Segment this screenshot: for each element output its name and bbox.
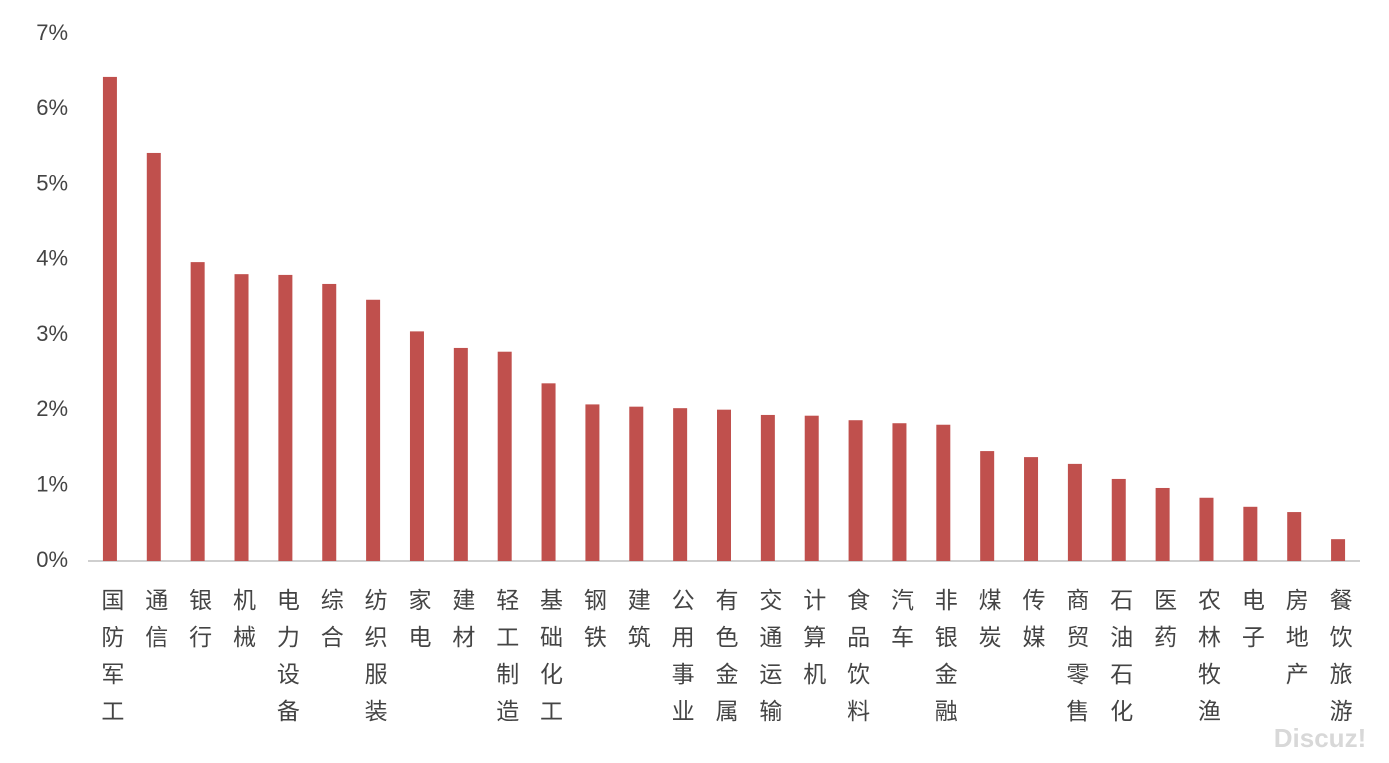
x-tick-label: 房地产 [1281, 588, 1309, 699]
x-tick-label: 家电 [404, 588, 431, 662]
x-tick-label: 公用事业 [667, 588, 695, 736]
bar [497, 351, 512, 561]
bar [1287, 512, 1302, 561]
bar [409, 331, 424, 561]
y-tick-label: 0% [36, 547, 68, 572]
watermark: Discuz! [1274, 723, 1366, 753]
bar [1331, 539, 1346, 561]
y-tick-label: 6% [36, 95, 68, 120]
x-tick-label: 交通运输 [755, 588, 783, 736]
bar [980, 451, 995, 561]
bar [1067, 463, 1082, 561]
x-tick-label: 食品饮料 [843, 588, 871, 736]
x-tick-label: 机械 [229, 588, 257, 662]
x-tick-label: 传媒 [1018, 588, 1046, 662]
bar [673, 408, 688, 561]
y-tick-label: 3% [36, 321, 68, 346]
x-tick-label: 电子 [1237, 588, 1264, 662]
bar [453, 347, 468, 561]
bar [1111, 478, 1126, 561]
bar [278, 274, 293, 561]
x-tick-label: 通信 [141, 588, 169, 662]
x-tick-label: 纺织服装 [360, 588, 388, 736]
bar [848, 420, 863, 561]
bar [760, 414, 775, 561]
x-tick-label: 有色金属 [711, 588, 739, 736]
bar [102, 76, 117, 562]
bar [585, 404, 600, 561]
bar [1155, 487, 1170, 561]
x-tick-label: 建材 [448, 588, 476, 662]
bar [936, 424, 951, 561]
y-tick-label: 7% [36, 20, 68, 45]
x-tick-label: 非银金融 [930, 588, 958, 736]
x-tick-label: 基础化工 [536, 588, 564, 736]
bar [717, 409, 731, 561]
x-tick-label: 银行 [185, 588, 213, 662]
x-tick-label: 国防军工 [97, 588, 124, 736]
y-tick-label: 5% [36, 170, 68, 195]
bar [1199, 497, 1214, 561]
x-tick-label: 汽车 [886, 588, 914, 662]
bar [541, 383, 556, 561]
x-tick-label: 综合 [316, 588, 344, 662]
x-tick-label: 石油石化 [1106, 588, 1134, 736]
x-tick-label: 轻工制造 [492, 588, 520, 736]
bar [146, 152, 161, 562]
y-tick-label: 4% [36, 246, 68, 271]
x-tick-label: 计算机 [799, 588, 827, 699]
x-tick-label: 电力设备 [272, 588, 300, 736]
bar [1024, 457, 1039, 561]
bar [892, 423, 907, 561]
y-tick-label: 1% [36, 472, 68, 497]
bar [804, 415, 819, 561]
bar [629, 406, 644, 561]
x-tick-label: 商贸零售 [1062, 588, 1090, 736]
bar [190, 262, 205, 561]
x-tick-label: 煤炭 [974, 588, 1002, 662]
bar [366, 299, 381, 561]
bar [234, 274, 249, 561]
x-tick-label: 钢铁 [579, 588, 607, 662]
x-tick-label: 医药 [1150, 588, 1177, 662]
x-tick-label: 建筑 [623, 588, 651, 662]
x-tick-label: 农林牧渔 [1193, 588, 1221, 736]
bar [322, 283, 337, 561]
x-tick-label: 餐饮旅游 [1325, 588, 1353, 736]
y-tick-label: 2% [36, 396, 68, 421]
bar [1243, 506, 1258, 561]
